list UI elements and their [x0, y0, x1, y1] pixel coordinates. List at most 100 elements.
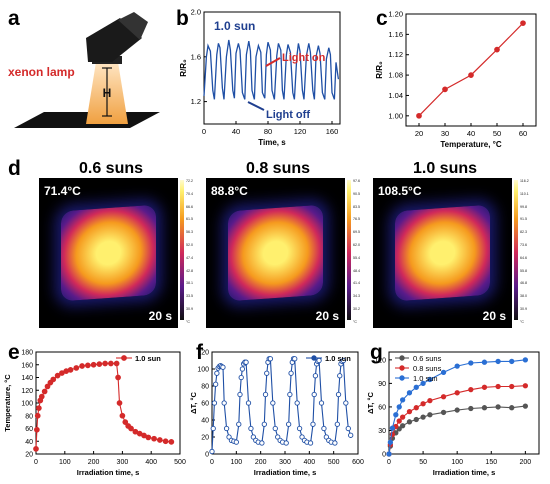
colorbar-tick-0-5: 52.0: [186, 243, 193, 247]
y-tick-label-3: 60: [201, 401, 209, 408]
x-tick-label-3: 120: [294, 127, 307, 136]
data-point-0-25: [122, 419, 129, 425]
legend-marker-0: [399, 355, 405, 361]
data-point-0-72: [345, 425, 351, 432]
colorbar-tick-0-2: 66.6: [186, 204, 193, 209]
data-point-0-0: [416, 112, 422, 119]
plot-frame: [203, 11, 341, 125]
data-point-0-13: [67, 367, 74, 373]
colorbar-tick-2-7: 55.8: [520, 268, 527, 273]
data-point-0-12: [468, 405, 474, 412]
thermal-time-1: 20 s: [315, 309, 339, 323]
data-point-2-3: [393, 412, 399, 418]
y-tick-label-6: 120: [197, 350, 209, 357]
y-tick-label-5: 1.20: [388, 10, 403, 19]
thermal-title-0: 0.6 suns: [78, 160, 144, 177]
y-tick-label-0: 1.2: [191, 97, 201, 106]
legend-marker-2: [399, 375, 405, 381]
y-tick-label-3: 80: [25, 413, 33, 420]
y-tick-label-4: 80: [201, 384, 209, 391]
data-point-1-13: [481, 384, 488, 390]
data-point-2-2: [389, 425, 396, 431]
data-point-0-66: [335, 391, 342, 398]
data-point-0-9: [427, 412, 433, 418]
series-line-0: [203, 39, 340, 100]
data-point-0-49: [299, 434, 305, 440]
data-point-0-19: [239, 366, 246, 372]
data-point-0-54: [311, 391, 317, 398]
data-point-0-9: [50, 376, 57, 383]
data-point-1-4: [396, 418, 402, 424]
colorbar-tick-0-9: 33.5: [186, 294, 193, 299]
colorbar-tick-1-11: °C: [353, 319, 358, 324]
x-axis-label: Temperature, °C: [440, 140, 502, 149]
data-point-2-11: [454, 363, 460, 369]
x-tick-label-5: 500: [328, 459, 340, 466]
x-tick-label-4: 60: [519, 129, 527, 138]
legend-label-2: 1.0 sun: [413, 374, 438, 383]
data-point-1-5: [399, 414, 406, 420]
data-point-0-22: [243, 359, 249, 365]
data-point-0-20: [108, 360, 114, 367]
data-point-0-2: [211, 400, 218, 406]
data-point-0-5: [399, 423, 406, 429]
data-point-0-3: [36, 405, 42, 411]
x-tick-label-0: 0: [210, 459, 214, 466]
thermal-colorbar-1: [347, 180, 351, 320]
x-tick-label-2: 80: [264, 127, 272, 136]
data-point-1-10: [440, 394, 447, 400]
x-tick-label-1: 50: [419, 459, 427, 466]
data-point-0-8: [420, 414, 426, 420]
data-point-0-15: [509, 405, 515, 411]
data-point-0-4: [520, 20, 526, 27]
colorbar-tick-0-8: 38.1: [186, 281, 193, 286]
data-point-0-12: [226, 434, 232, 440]
panel-label-g: g: [370, 341, 383, 364]
y-tick-label-0: 0: [382, 452, 386, 459]
y-tick-label-0: 0: [205, 452, 209, 459]
legend-marker-1: [399, 365, 405, 371]
thermal-max-temp-0: 71.4°C: [44, 184, 81, 198]
x-tick-label-0: 0: [34, 459, 38, 466]
y-tick-label-8: 180: [21, 350, 33, 357]
y-tick-label-2: 60: [378, 404, 386, 411]
data-point-0-11: [223, 425, 230, 432]
data-point-0-41: [286, 421, 292, 427]
data-point-0-37: [275, 434, 281, 440]
data-point-0-60: [321, 425, 327, 432]
data-point-2-9: [427, 376, 433, 383]
data-point-0-2: [34, 412, 41, 419]
data-point-0-16: [84, 362, 91, 369]
data-point-1-15: [509, 383, 515, 390]
x-tick-label-4: 160: [326, 127, 339, 136]
thermal-title-1: 0.8 suns: [245, 160, 311, 177]
colorbar-tick-1-4: 69.5: [353, 230, 360, 235]
thermal-max-temp-2: 108.5°C: [378, 184, 422, 198]
data-point-0-31: [264, 370, 270, 376]
x-axis-label: Irradiation time, s: [77, 468, 140, 477]
annotation-light-on: Light on: [282, 52, 326, 64]
data-point-0-30: [262, 391, 269, 398]
x-axis-label: Irradiation time, s: [254, 468, 317, 477]
data-point-0-16: [522, 403, 529, 409]
x-tick-label-3: 50: [493, 129, 501, 138]
y-tick-label-5: 100: [197, 367, 209, 374]
data-point-0-15: [79, 363, 85, 369]
chart-g: 0 50 100 150 200 0 30 60 90 120 Irradiation time, …: [366, 351, 540, 477]
data-point-0-22: [115, 374, 121, 381]
data-point-0-70: [340, 357, 347, 364]
data-point-0-4: [214, 370, 220, 376]
thermal-colorbar-2: [514, 180, 518, 320]
series-line-0: [418, 22, 524, 117]
data-point-0-29: [261, 421, 267, 427]
data-point-1-12: [468, 387, 474, 393]
data-point-0-73: [348, 432, 354, 438]
thermal-hotspot-2: [395, 204, 490, 302]
colorbar-tick-2-2: 99.8: [520, 204, 527, 209]
data-point-0-25: [250, 434, 257, 440]
data-point-0-31: [145, 434, 152, 441]
colorbar-tick-1-3: 76.5: [353, 217, 360, 222]
lamp-schematic: H xenon lamp: [8, 12, 160, 128]
data-point-1-9: [427, 397, 433, 404]
series-line-0: [211, 358, 352, 452]
